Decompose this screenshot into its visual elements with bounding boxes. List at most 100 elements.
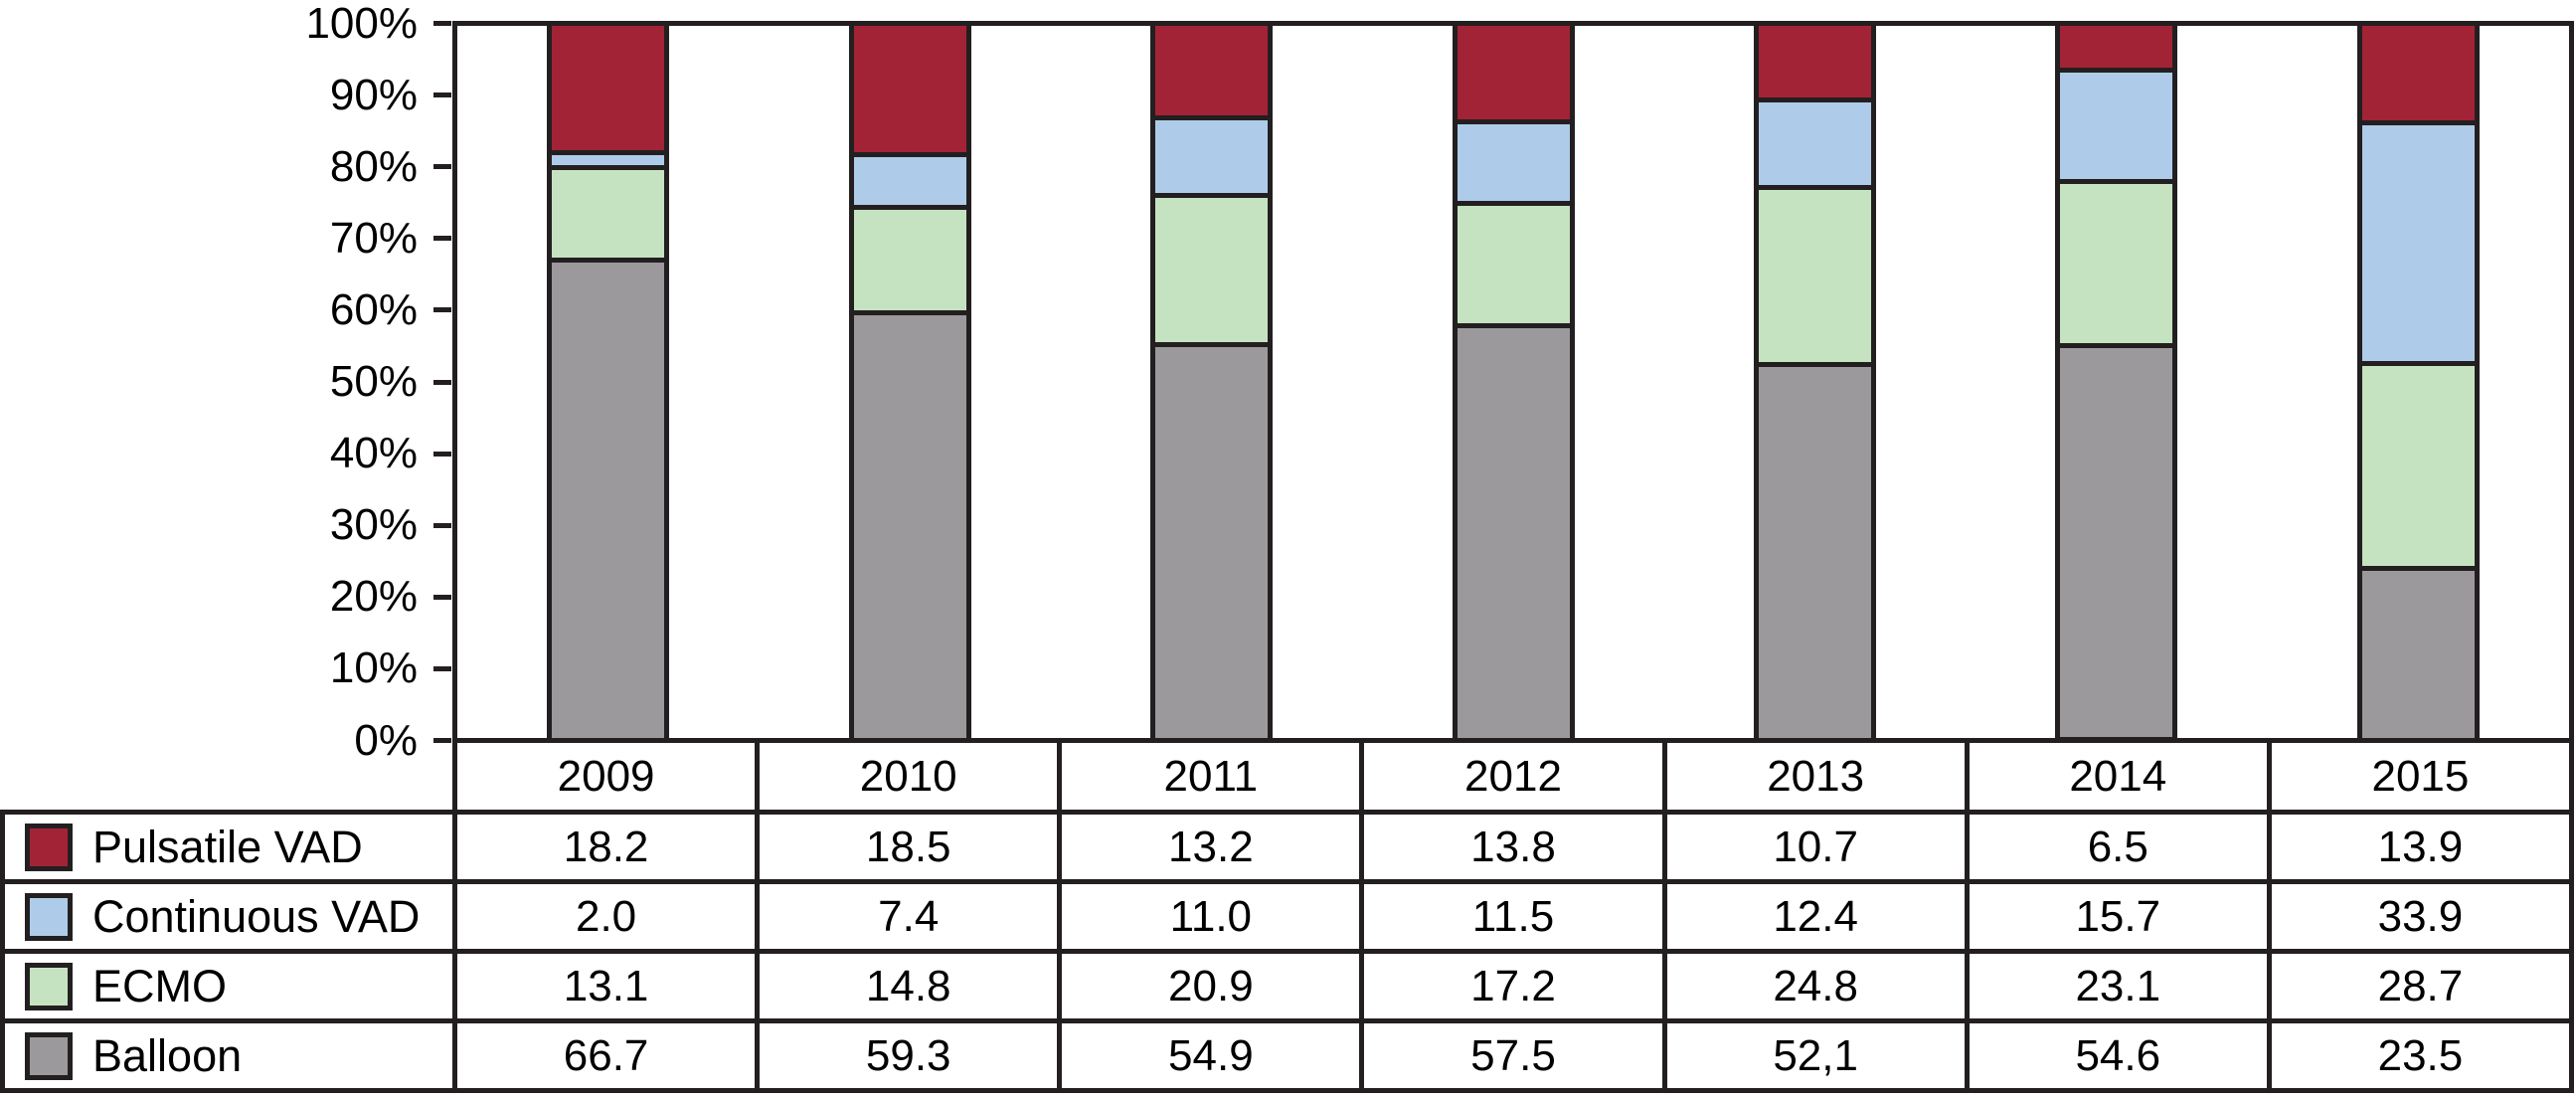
year-header-cell: 2015: [2271, 743, 2569, 810]
bar-segment-ecmo: [2055, 178, 2178, 349]
bar-segment-balloon: [848, 310, 971, 743]
legend-swatch-icon: [25, 823, 73, 871]
value-cell-pulsatile-vad-2013: 10.7: [1666, 815, 1965, 879]
bar-2012: [1452, 21, 1575, 743]
bar-2010: [848, 21, 971, 743]
bar-segment-balloon: [2055, 343, 2178, 743]
value-cell-pulsatile-vad-2014: 6.5: [1969, 815, 2267, 879]
value-cell-continuous-vad-2009: 2.0: [457, 884, 756, 949]
value-cell-pulsatile-vad-2009: 18.2: [457, 815, 756, 879]
legend-swatch-icon: [25, 962, 73, 1010]
y-axis-tick-label: 20%: [329, 572, 418, 622]
bar-segment-continuous-vad: [848, 152, 971, 211]
year-header-cell: 2012: [1364, 743, 1662, 810]
value-cell-ecmo-2014: 23.1: [1969, 954, 2267, 1018]
y-axis-tick-label: 70%: [329, 213, 418, 263]
y-axis-tick-label: 10%: [329, 643, 418, 693]
y-axis-tick-label: 60%: [329, 284, 418, 334]
year-header-row: 2009 2010 2011 2012 2013 2014 2015: [452, 738, 2574, 815]
bar-segment-ecmo: [2356, 361, 2480, 571]
bar-segment-ecmo: [547, 164, 670, 264]
year-header-cell: 2014: [1969, 743, 2267, 810]
y-axis-tick-label: 50%: [329, 357, 418, 406]
data-table: Pulsatile VAD 18.2 18.5 13.2 13.8 10.7 6.5 13.9…: [0, 810, 2574, 1093]
y-axis-tick-mark: [433, 92, 451, 98]
year-header-cell: 2011: [1062, 743, 1360, 810]
year-header-cell: 2013: [1666, 743, 1965, 810]
bar-segment-pulsatile-vad: [1753, 21, 1876, 102]
value-cell-balloon-2010: 59.3: [760, 1023, 1058, 1088]
value-cell-balloon-2012: 57.5: [1364, 1023, 1662, 1088]
y-axis-tick-mark: [433, 594, 451, 600]
value-cell-pulsatile-vad-2015: 13.9: [2271, 815, 2569, 879]
legend-label: Pulsatile VAD: [92, 821, 363, 872]
year-header-cell: 2010: [760, 743, 1058, 810]
y-axis-tick-label: 90%: [329, 70, 418, 119]
legend-cell-continuous-vad: Continuous VAD: [5, 884, 452, 949]
legend-swatch-icon: [25, 1031, 73, 1080]
bar-segment-continuous-vad: [2356, 119, 2480, 367]
y-axis-tick-mark: [433, 379, 451, 385]
bar-segment-ecmo: [1452, 201, 1575, 329]
bar-2015: [2356, 21, 2480, 743]
value-cell-balloon-2014: 54.6: [1969, 1023, 2267, 1088]
value-cell-continuous-vad-2013: 12.4: [1666, 884, 1965, 949]
value-cell-continuous-vad-2011: 11.0: [1062, 884, 1360, 949]
value-cell-continuous-vad-2015: 33.9: [2271, 884, 2569, 949]
legend-swatch-icon: [25, 892, 73, 941]
y-axis-tick-mark: [433, 451, 451, 457]
plot-area: [452, 21, 2574, 743]
bar-2009: [547, 21, 670, 743]
y-axis-tick-label: 0%: [354, 715, 418, 765]
bar-segment-continuous-vad: [2055, 67, 2178, 184]
legend-cell-pulsatile-vad: Pulsatile VAD: [5, 815, 452, 879]
value-cell-balloon-2009: 66.7: [457, 1023, 756, 1088]
bar-segment-balloon: [547, 258, 670, 743]
bar-2013: [1753, 21, 1876, 743]
value-cell-balloon-2011: 54.9: [1062, 1023, 1360, 1088]
y-axis-tick-mark: [433, 236, 451, 242]
value-cell-ecmo-2009: 13.1: [457, 954, 756, 1018]
bar-segment-balloon: [1452, 323, 1575, 743]
y-axis-tick-mark: [433, 164, 451, 170]
y-axis-tick-mark: [433, 307, 451, 313]
bar-segment-ecmo: [1753, 185, 1876, 367]
bar-segment-pulsatile-vad: [2356, 21, 2480, 125]
bar-segment-pulsatile-vad: [547, 21, 670, 156]
bar-segment-balloon: [1150, 341, 1274, 743]
y-axis-tick-label: 80%: [329, 141, 418, 191]
y-axis-tick-label: 30%: [329, 500, 418, 550]
y-axis-tick-mark: [433, 522, 451, 528]
y-axis-tick-mark: [433, 665, 451, 671]
bar-2011: [1150, 21, 1274, 743]
y-axis-tick-label: 100%: [305, 0, 418, 48]
y-axis-tick-label: 40%: [329, 429, 418, 478]
bar-segment-continuous-vad: [1150, 114, 1274, 199]
bar-segment-ecmo: [1150, 193, 1274, 347]
value-cell-ecmo-2010: 14.8: [760, 954, 1058, 1018]
bar-segment-pulsatile-vad: [1150, 21, 1274, 120]
bar-segment-ecmo: [848, 205, 971, 316]
y-axis-tick-mark: [433, 738, 451, 743]
legend-cell-ecmo: ECMO: [5, 954, 452, 1018]
bar-segment-pulsatile-vad: [1452, 21, 1575, 124]
value-cell-balloon-2015: 23.5: [2271, 1023, 2569, 1088]
value-cell-ecmo-2013: 24.8: [1666, 954, 1965, 1018]
year-header-cell: 2009: [457, 743, 756, 810]
value-cell-pulsatile-vad-2012: 13.8: [1364, 815, 1662, 879]
value-cell-ecmo-2012: 17.2: [1364, 954, 1662, 1018]
legend-label: Balloon: [92, 1029, 243, 1081]
value-cell-continuous-vad-2014: 15.7: [1969, 884, 2267, 949]
bar-segment-continuous-vad: [1452, 118, 1575, 207]
value-cell-ecmo-2015: 28.7: [2271, 954, 2569, 1018]
value-cell-pulsatile-vad-2010: 18.5: [760, 815, 1058, 879]
value-cell-balloon-2013: 52,1: [1666, 1023, 1965, 1088]
bar-segment-pulsatile-vad: [2055, 21, 2178, 73]
legend-label: Continuous VAD: [92, 890, 421, 942]
bar-segment-balloon: [1753, 361, 1876, 743]
value-cell-pulsatile-vad-2011: 13.2: [1062, 815, 1360, 879]
y-axis-tick-mark: [433, 21, 451, 26]
bar-segment-pulsatile-vad: [848, 21, 971, 158]
bar-segment-continuous-vad: [1753, 96, 1876, 191]
